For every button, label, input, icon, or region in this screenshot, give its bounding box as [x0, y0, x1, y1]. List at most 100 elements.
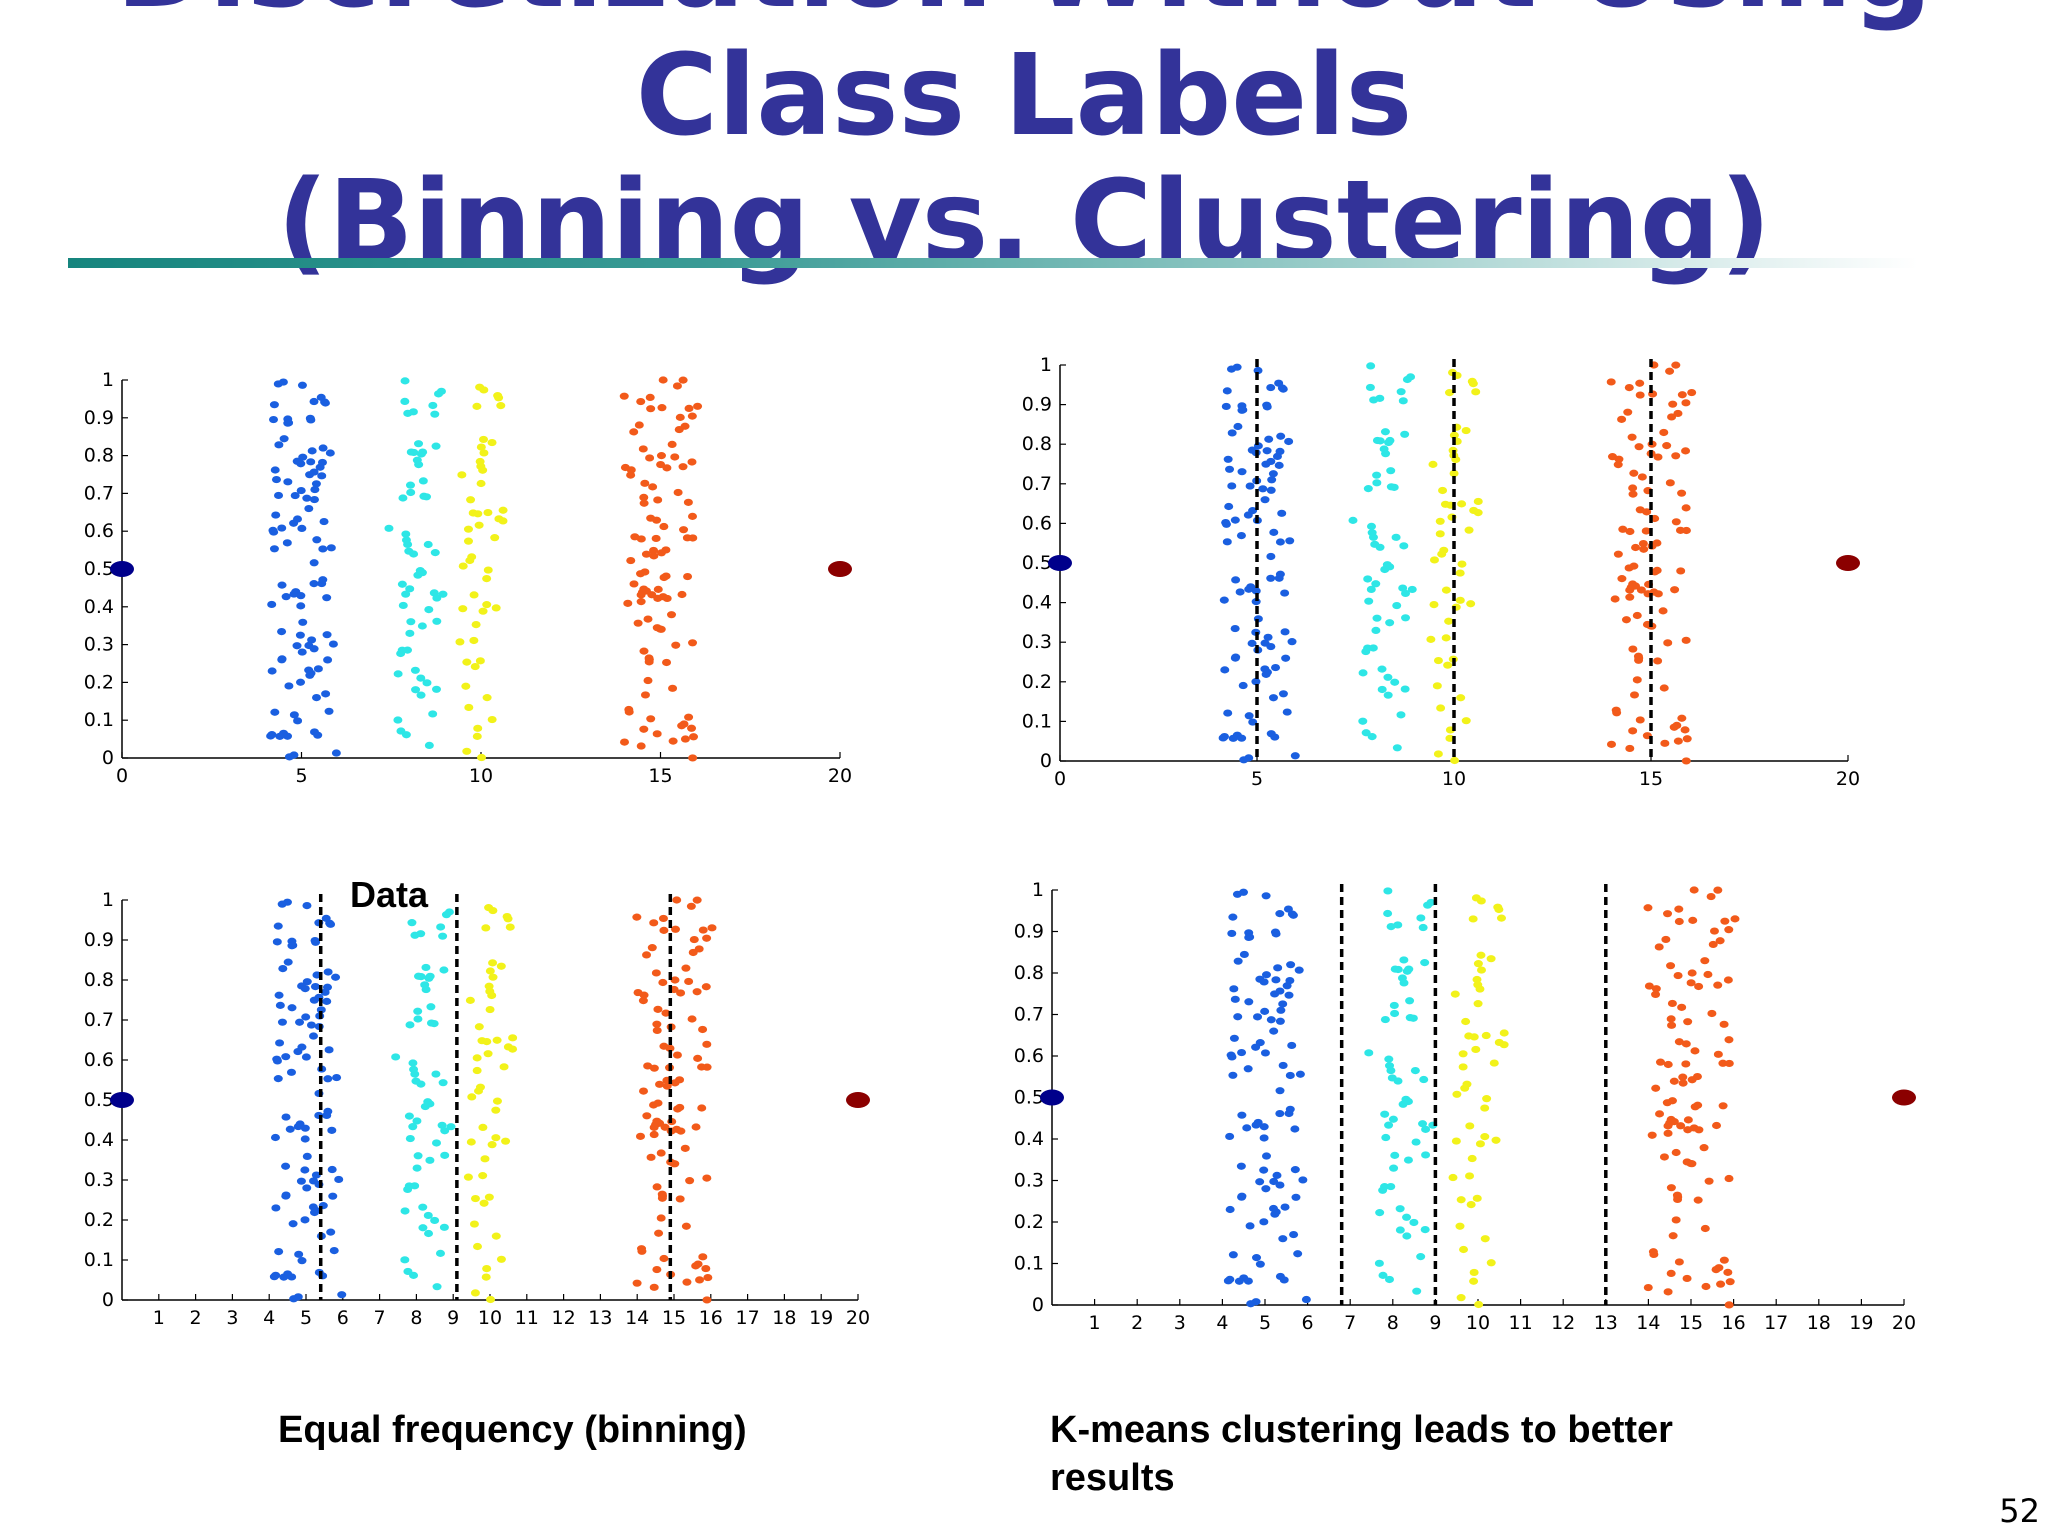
data-point [1467, 377, 1477, 385]
data-point [1628, 727, 1638, 735]
data-point [1364, 1049, 1374, 1057]
x-tick-label: 10 [1466, 1312, 1490, 1334]
data-point [294, 1250, 304, 1258]
data-point [1392, 744, 1402, 752]
data-point [272, 1057, 282, 1065]
data-point [328, 1192, 338, 1200]
data-point [300, 1166, 310, 1174]
y-tick: 0.2 [84, 671, 128, 693]
data-point [632, 913, 642, 921]
y-tick: 0.9 [84, 929, 128, 951]
y-tick: 0 [102, 747, 128, 769]
data-point [1686, 979, 1696, 987]
data-point [293, 1122, 303, 1131]
data-point [1429, 600, 1439, 609]
x-tick-label: 7 [1344, 1312, 1356, 1334]
data-point [404, 1112, 414, 1120]
data-point [1228, 734, 1238, 742]
data-point [478, 607, 488, 615]
data-point [431, 1070, 441, 1078]
data-point [1499, 1029, 1509, 1037]
data-point [1631, 543, 1641, 552]
data-point [1259, 1166, 1269, 1174]
data-point [1712, 1121, 1722, 1130]
data-point [1653, 453, 1663, 461]
data-point [1420, 1225, 1430, 1234]
data-point [473, 724, 483, 732]
data-point [269, 415, 279, 424]
data-point [413, 1015, 423, 1023]
data-point [662, 594, 672, 603]
data-point [283, 958, 293, 966]
y-tick: 0.7 [84, 482, 128, 504]
data-point [679, 526, 689, 534]
data-point [491, 1134, 501, 1142]
data-point [649, 919, 659, 927]
data-point [432, 594, 442, 602]
plot-bottom-left: 00.10.20.30.40.50.60.70.80.911 2 3 4 5 6 7 8 9 10… [84, 889, 870, 1329]
y-tick: 0.9 [84, 407, 128, 429]
data-point [1418, 1120, 1428, 1128]
data-point [1469, 1277, 1479, 1285]
data-point [1715, 937, 1725, 945]
data-point [485, 967, 495, 975]
data-point [1438, 486, 1448, 495]
caption-kmeans: K-means clustering leads to better resul… [1050, 1409, 1673, 1499]
data-point [671, 641, 681, 649]
data-point [1275, 910, 1285, 918]
data-point [322, 631, 332, 639]
data-point [1259, 1134, 1269, 1142]
data-point [1388, 1115, 1398, 1123]
data-point [1456, 694, 1466, 702]
x-tick: 1 [153, 1294, 165, 1329]
data-point [1681, 399, 1691, 407]
data-point [470, 1194, 480, 1203]
data-point [461, 682, 471, 690]
data-point [296, 592, 306, 600]
data-point [670, 1160, 680, 1168]
data-point [472, 732, 482, 740]
y-tick: 0.9 [1014, 921, 1058, 943]
data-point [1268, 470, 1278, 478]
data-point [1266, 574, 1276, 582]
x-tick-label: 9 [1429, 1312, 1441, 1334]
data-point [1374, 1259, 1384, 1267]
data-point [1260, 1007, 1270, 1015]
data-point [298, 618, 308, 626]
data-point [384, 524, 394, 532]
data-point [1275, 1109, 1285, 1118]
data-point [619, 392, 629, 400]
data-point [1486, 955, 1496, 963]
data-point [1244, 585, 1254, 593]
data-point [401, 536, 411, 544]
x-tick-label: 2 [1131, 1312, 1143, 1334]
data-point [1441, 634, 1451, 642]
data-point [692, 988, 702, 996]
data-point [1266, 552, 1276, 561]
data-point [1285, 1071, 1295, 1080]
x-tick-label: 17 [1764, 1312, 1788, 1334]
data-point [323, 1107, 333, 1115]
data-point [327, 1165, 337, 1174]
data-point [657, 404, 667, 412]
data-point [703, 1273, 713, 1282]
data-point [407, 919, 417, 927]
data-point [658, 914, 668, 923]
data-point [1285, 1105, 1295, 1113]
data-point [1687, 969, 1697, 977]
data-point [1439, 546, 1449, 554]
data-point [413, 1007, 423, 1015]
data-point [1399, 956, 1409, 964]
data-point [649, 1123, 659, 1131]
data-point [1469, 1033, 1479, 1041]
data-point [1687, 1160, 1697, 1168]
data-point [656, 1214, 666, 1222]
y-tick: 0 [1040, 750, 1066, 772]
x-tick-label: 2 [190, 1307, 202, 1329]
y-tick: 0.6 [84, 520, 128, 542]
series-points [455, 383, 508, 762]
data-point [1663, 1129, 1673, 1137]
x-tick: 4 [263, 1294, 275, 1329]
data-point [1652, 566, 1662, 575]
data-point [318, 545, 328, 553]
